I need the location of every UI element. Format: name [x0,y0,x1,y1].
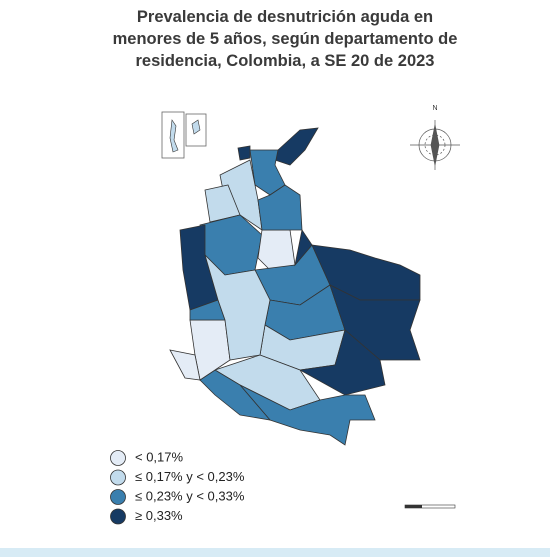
title-line: Prevalencia de desnutrición aguda en [137,8,433,26]
scale-bar [404,504,456,509]
department [169,349,201,381]
legend-label: ≤ 0,23% y < 0,33% [135,488,245,503]
islands-inset [161,111,207,159]
department [239,384,376,446]
title-line: residencia, Colombia, a SE 20 de 2023 [136,52,435,70]
compass [410,120,460,170]
department [204,254,271,361]
legend-swatch [110,489,126,505]
department [257,184,303,231]
departments [169,127,421,446]
legend-label: ≤ 0,17% y < 0,23% [135,469,245,484]
department [237,145,251,161]
legend-label: < 0,17% [135,449,184,464]
legend-label: ≥ 0,33% [135,508,183,523]
compass-label: N [432,105,437,112]
department [294,228,421,301]
legend-swatch [110,450,126,466]
legend-swatch [110,508,126,525]
legend: < 0,17% ≤ 0,17% y < 0,23% ≤ 0,23% y < 0,33… [110,449,245,525]
legend-swatch [110,469,126,486]
title-line: menores de 5 años, según departamento de [113,30,458,48]
department [257,229,296,271]
department [274,127,319,166]
bottom-bar [0,548,550,557]
